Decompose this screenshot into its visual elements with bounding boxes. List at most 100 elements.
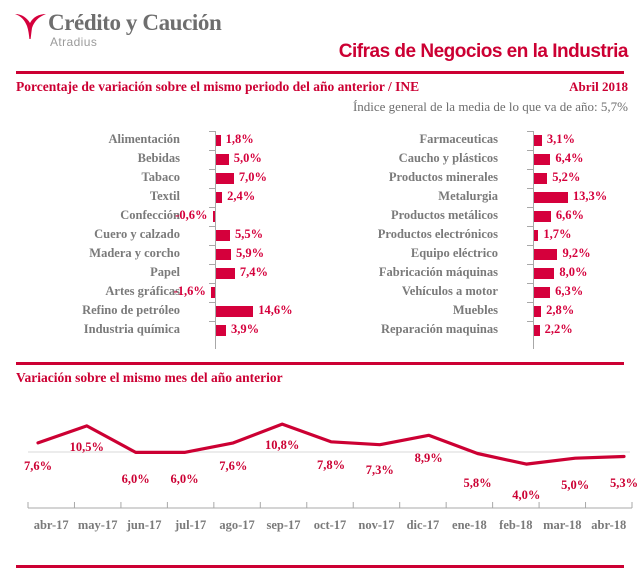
- x-axis-label: jul-17: [174, 518, 207, 532]
- bar-row: Papel 7,4%: [0, 264, 320, 283]
- data-point-label: 7,6%: [219, 458, 248, 473]
- x-axis-label: ago-17: [219, 518, 255, 532]
- data-point-label: 10,5%: [69, 439, 105, 454]
- bar: [534, 325, 540, 336]
- page-subtitle: Porcentaje de variación sobre el mismo p…: [16, 79, 420, 94]
- bar-label: Muebles: [452, 303, 498, 317]
- bar-row: Metalurgia 13,3%: [318, 188, 640, 207]
- bar-label: Confección: [120, 208, 180, 222]
- credito-y-caucion-mark-icon: [14, 11, 48, 41]
- bar: [216, 306, 254, 317]
- bar-value: 14,6%: [258, 303, 293, 317]
- bar-row: Productos metálicos 6,6%: [318, 207, 640, 226]
- bar-label: Farmaceuticas: [419, 132, 498, 146]
- x-axis-label: abr-18: [591, 518, 627, 532]
- bar-value: 2,8%: [546, 303, 575, 317]
- x-axis-label: sep-17: [266, 518, 301, 532]
- bar: [534, 173, 548, 184]
- bar-label: Vehículos a motor: [401, 284, 498, 298]
- axis-tick: [527, 169, 533, 170]
- data-point-label: 8,9%: [414, 451, 443, 466]
- bar: [216, 249, 232, 260]
- bar-value: 1,7%: [543, 227, 572, 241]
- bar: [534, 230, 539, 241]
- axis-tick: [209, 150, 215, 151]
- bar-value: -1,6%: [173, 284, 206, 298]
- axis-tick: [527, 321, 533, 322]
- bar-label: Industria química: [83, 322, 180, 336]
- data-point-label: 7,3%: [365, 462, 394, 477]
- x-axis-label: dic-17: [406, 518, 440, 532]
- brand-logo: Crédito y Caución Atradius: [14, 8, 229, 56]
- bar: [534, 306, 542, 317]
- axis-tick: [527, 188, 533, 189]
- bar-row: Alimentación 1,8%: [0, 131, 320, 150]
- bar-row: Refino de petróleo 14,6%: [0, 302, 320, 321]
- axis-tick: [209, 207, 215, 208]
- bar: [216, 325, 226, 336]
- axis-tick: [527, 283, 533, 284]
- bar-value: -0,6%: [175, 208, 208, 222]
- zero-axis-left: [215, 131, 216, 349]
- bar-row: Industria química 3,9%: [0, 321, 320, 340]
- bar-row: Productos electrónicos 1,7%: [318, 226, 640, 245]
- bar-row: Muebles 2,8%: [318, 302, 640, 321]
- bar-label: Metalurgia: [438, 189, 498, 203]
- bar-label: Textil: [149, 189, 180, 203]
- monthly-variation-chart: 7,6% 10,5% 6,0% 6,0% 7,6% 10,8% 7,8% 7,3% 8,9% 5,…: [0, 400, 640, 540]
- data-point-label: 7,6%: [23, 458, 53, 473]
- bar-value: 7,0%: [238, 170, 267, 184]
- footer-divider: [16, 565, 624, 568]
- brand-name: Crédito y Caución: [48, 10, 222, 35]
- data-point-label: 5,8%: [463, 475, 492, 490]
- bar-label: Equipo eléctrico: [410, 246, 498, 260]
- x-axis-label: ene-18: [452, 518, 487, 532]
- axis-tick: [527, 302, 533, 303]
- bar: [216, 268, 235, 279]
- axis-tick: [209, 283, 215, 284]
- bar: [212, 211, 215, 222]
- bar: [534, 287, 551, 298]
- data-point-label: 6,0%: [121, 472, 150, 487]
- report-period: Abril 2018: [569, 79, 628, 94]
- bar-label: Productos minerales: [388, 170, 498, 184]
- bar-row: Textil 2,4%: [0, 188, 320, 207]
- bar-row: Reparación maquinas 2,2%: [318, 321, 640, 340]
- bar: [534, 249, 558, 260]
- bar-value: 5,0%: [233, 151, 262, 165]
- bar-label: Artes gráficas: [105, 284, 180, 298]
- bar-label: Productos metálicos: [390, 208, 498, 222]
- bar-value: 13,3%: [572, 189, 608, 203]
- bar: [534, 211, 551, 222]
- x-axis-label: oct-17: [313, 518, 347, 532]
- bar-value: 3,9%: [230, 322, 260, 336]
- axis-tick: [527, 207, 533, 208]
- bar: [216, 154, 229, 165]
- axis-tick: [209, 226, 215, 227]
- bar-label: Madera y corcho: [89, 246, 180, 260]
- bar: [216, 173, 234, 184]
- bar-value: 6,4%: [555, 151, 584, 165]
- bar-chart-left: Alimentación 1,8% Bebidas 5,0% Tabaco 7,0% Tex…: [0, 131, 320, 353]
- data-point-label: 7,8%: [316, 457, 346, 472]
- x-axis-label: mar-18: [543, 518, 582, 532]
- axis-tick: [527, 150, 533, 151]
- bar-label: Caucho y plásticos: [398, 151, 498, 165]
- axis-tick: [209, 188, 215, 189]
- line-section-title: Variación sobre el mismo mes del año ant…: [16, 370, 283, 385]
- axis-tick: [209, 131, 215, 132]
- bar-value: 2,4%: [227, 189, 256, 203]
- x-axis-label: feb-18: [499, 518, 533, 532]
- bar-value: 2,2%: [544, 322, 573, 336]
- bar: [210, 287, 215, 298]
- x-axis-label: nov-17: [358, 518, 395, 532]
- data-point-label: 10,8%: [264, 438, 300, 453]
- axis-tick: [209, 245, 215, 246]
- bar-row: Vehículos a motor 6,3%: [318, 283, 640, 302]
- trend-line: [36, 422, 626, 466]
- bar-value: 1,8%: [225, 132, 254, 146]
- bar-row: Madera y corcho 5,9%: [0, 245, 320, 264]
- bar-value: 8,0%: [559, 265, 588, 279]
- bar: [216, 135, 221, 146]
